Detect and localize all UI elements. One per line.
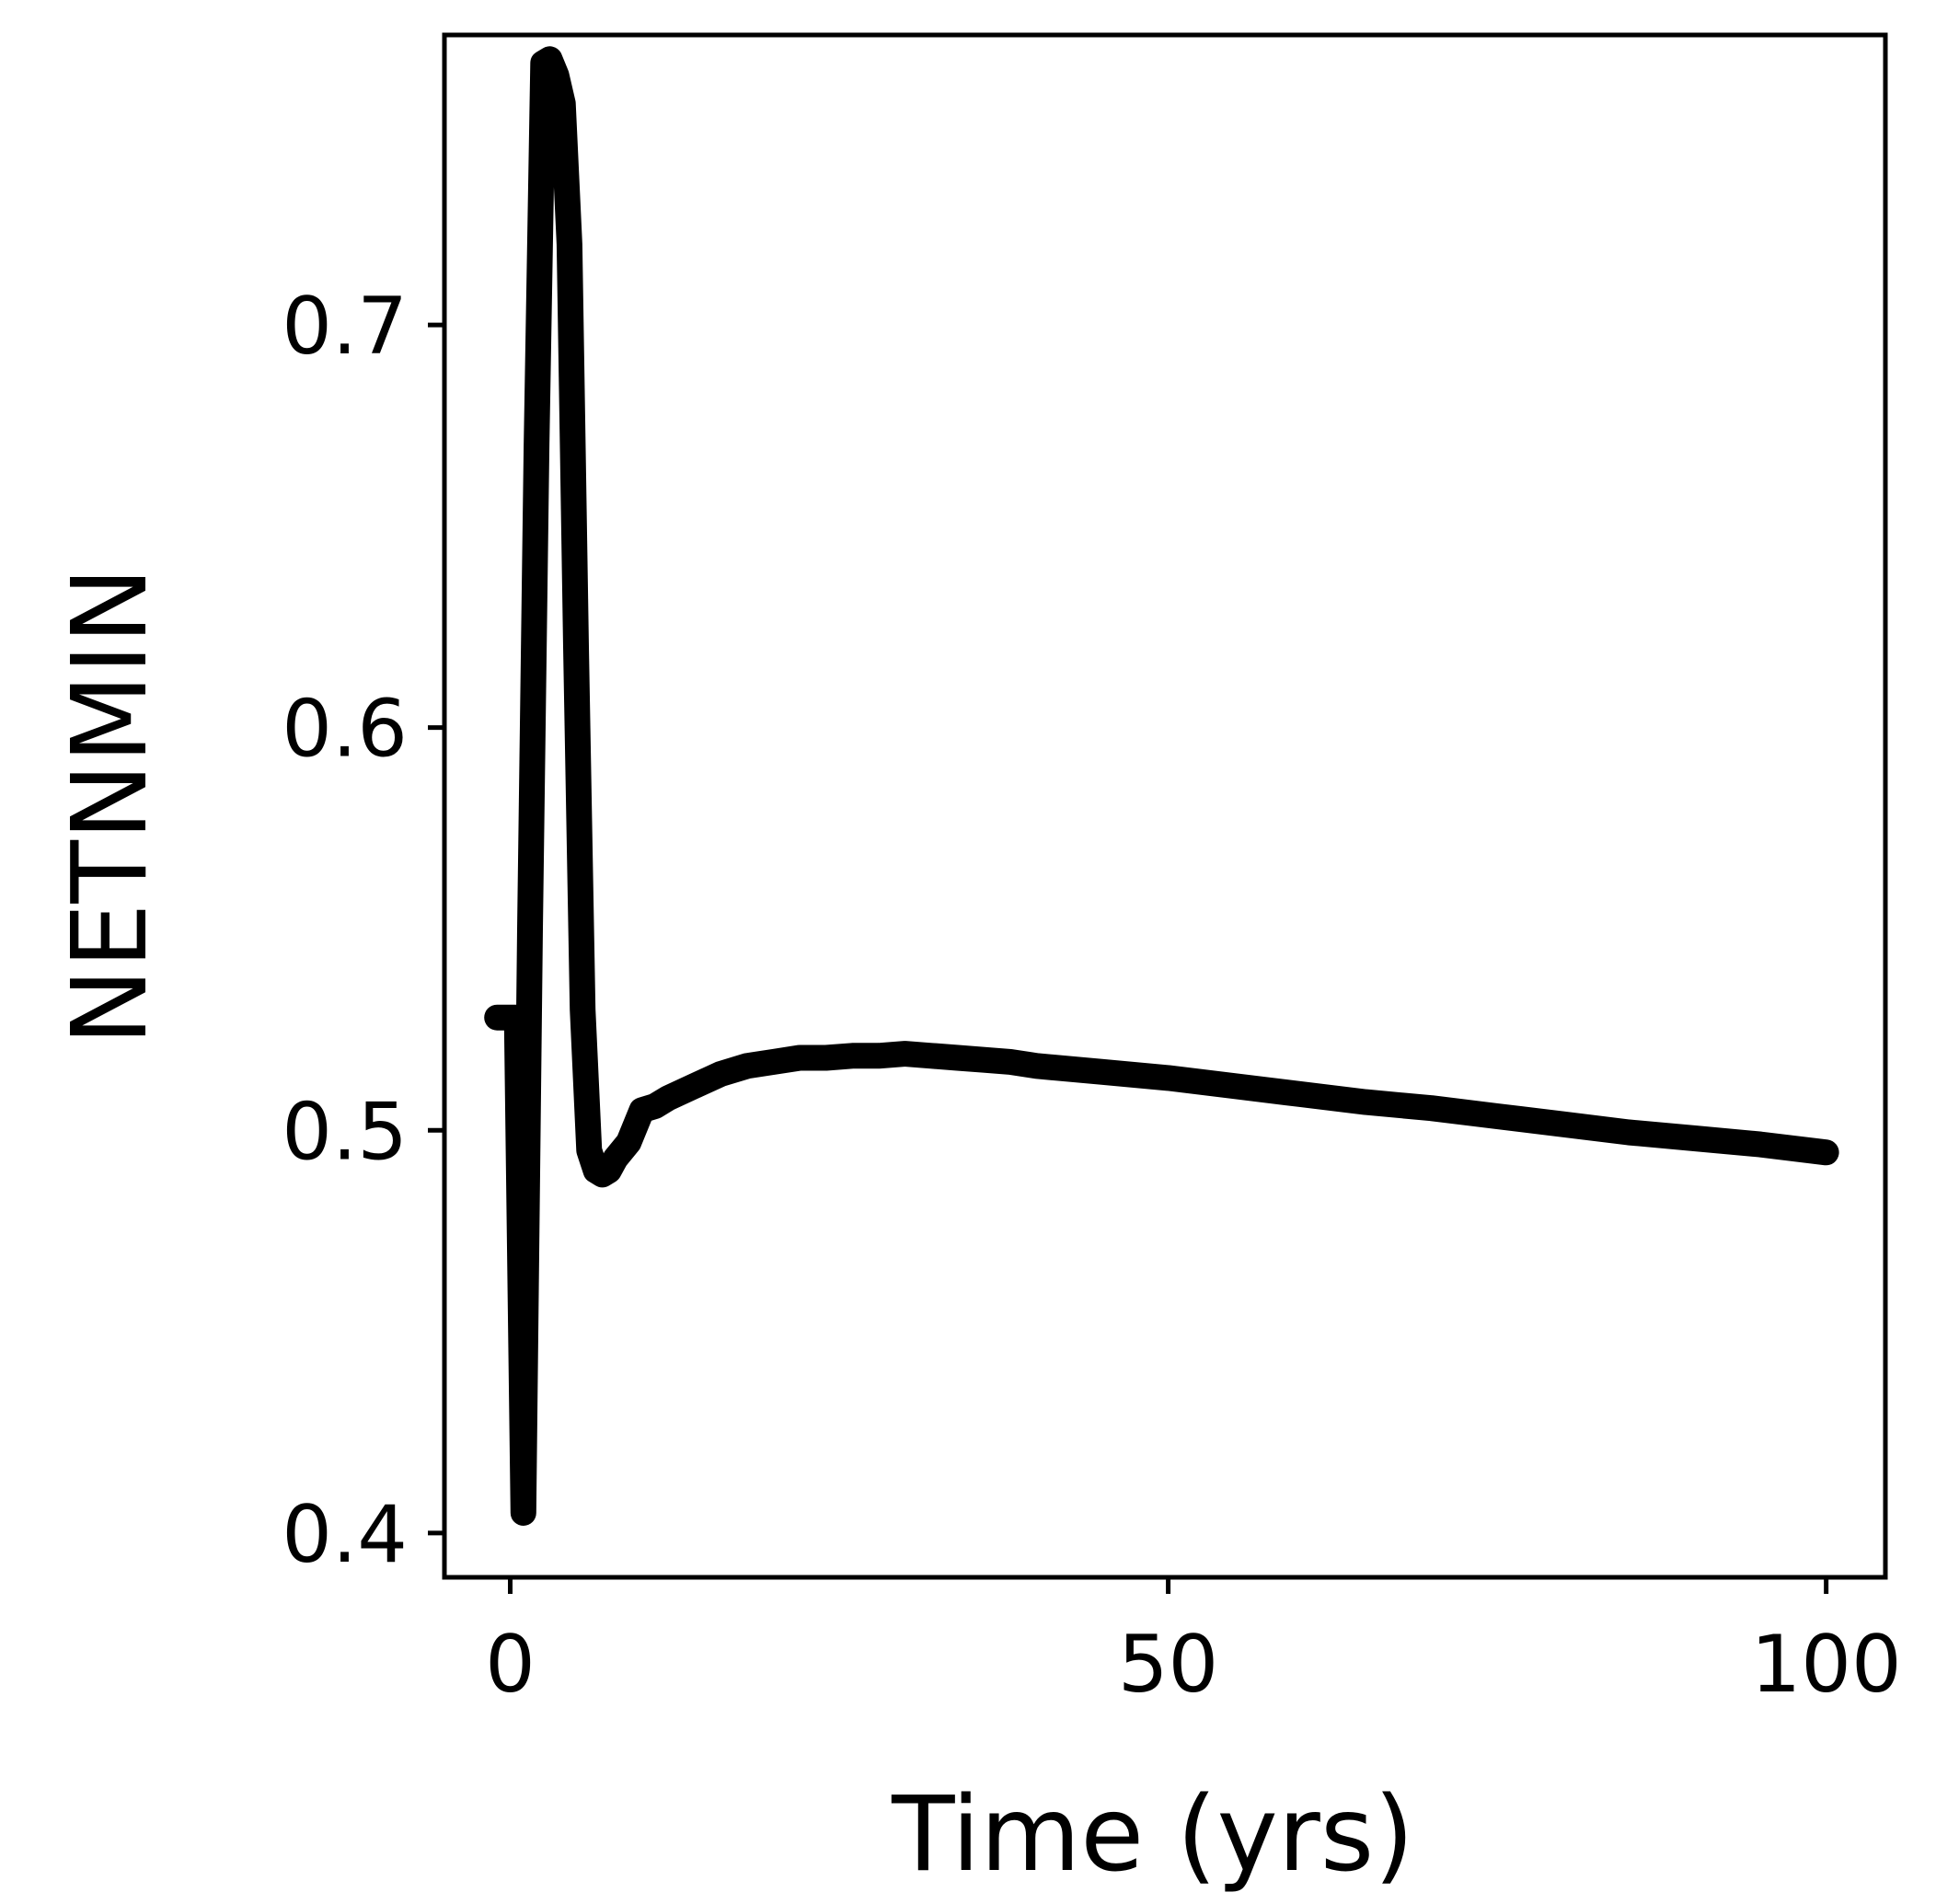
x-axis-label: Time (yrs) <box>891 1775 1414 1895</box>
y-tick-label: 0.6 <box>282 684 408 776</box>
series-layer <box>484 46 1839 1526</box>
y-axis: 0.4 0.5 0.6 0.7 <box>282 281 444 1581</box>
plot-area-frame <box>442 32 1888 1580</box>
x-axis: 0 50 100 <box>485 1577 1902 1711</box>
y-tick-label: 0.5 <box>282 1086 408 1178</box>
series-line-0 <box>484 46 1839 1526</box>
x-tick-label: 0 <box>485 1619 536 1711</box>
y-tick-label: 0.4 <box>282 1489 408 1581</box>
y-tick-label: 0.7 <box>282 281 408 373</box>
x-tick-label: 50 <box>1118 1619 1218 1711</box>
x-tick-label: 100 <box>1751 1619 1902 1711</box>
y-axis-label: NETNMIN <box>51 567 170 1045</box>
